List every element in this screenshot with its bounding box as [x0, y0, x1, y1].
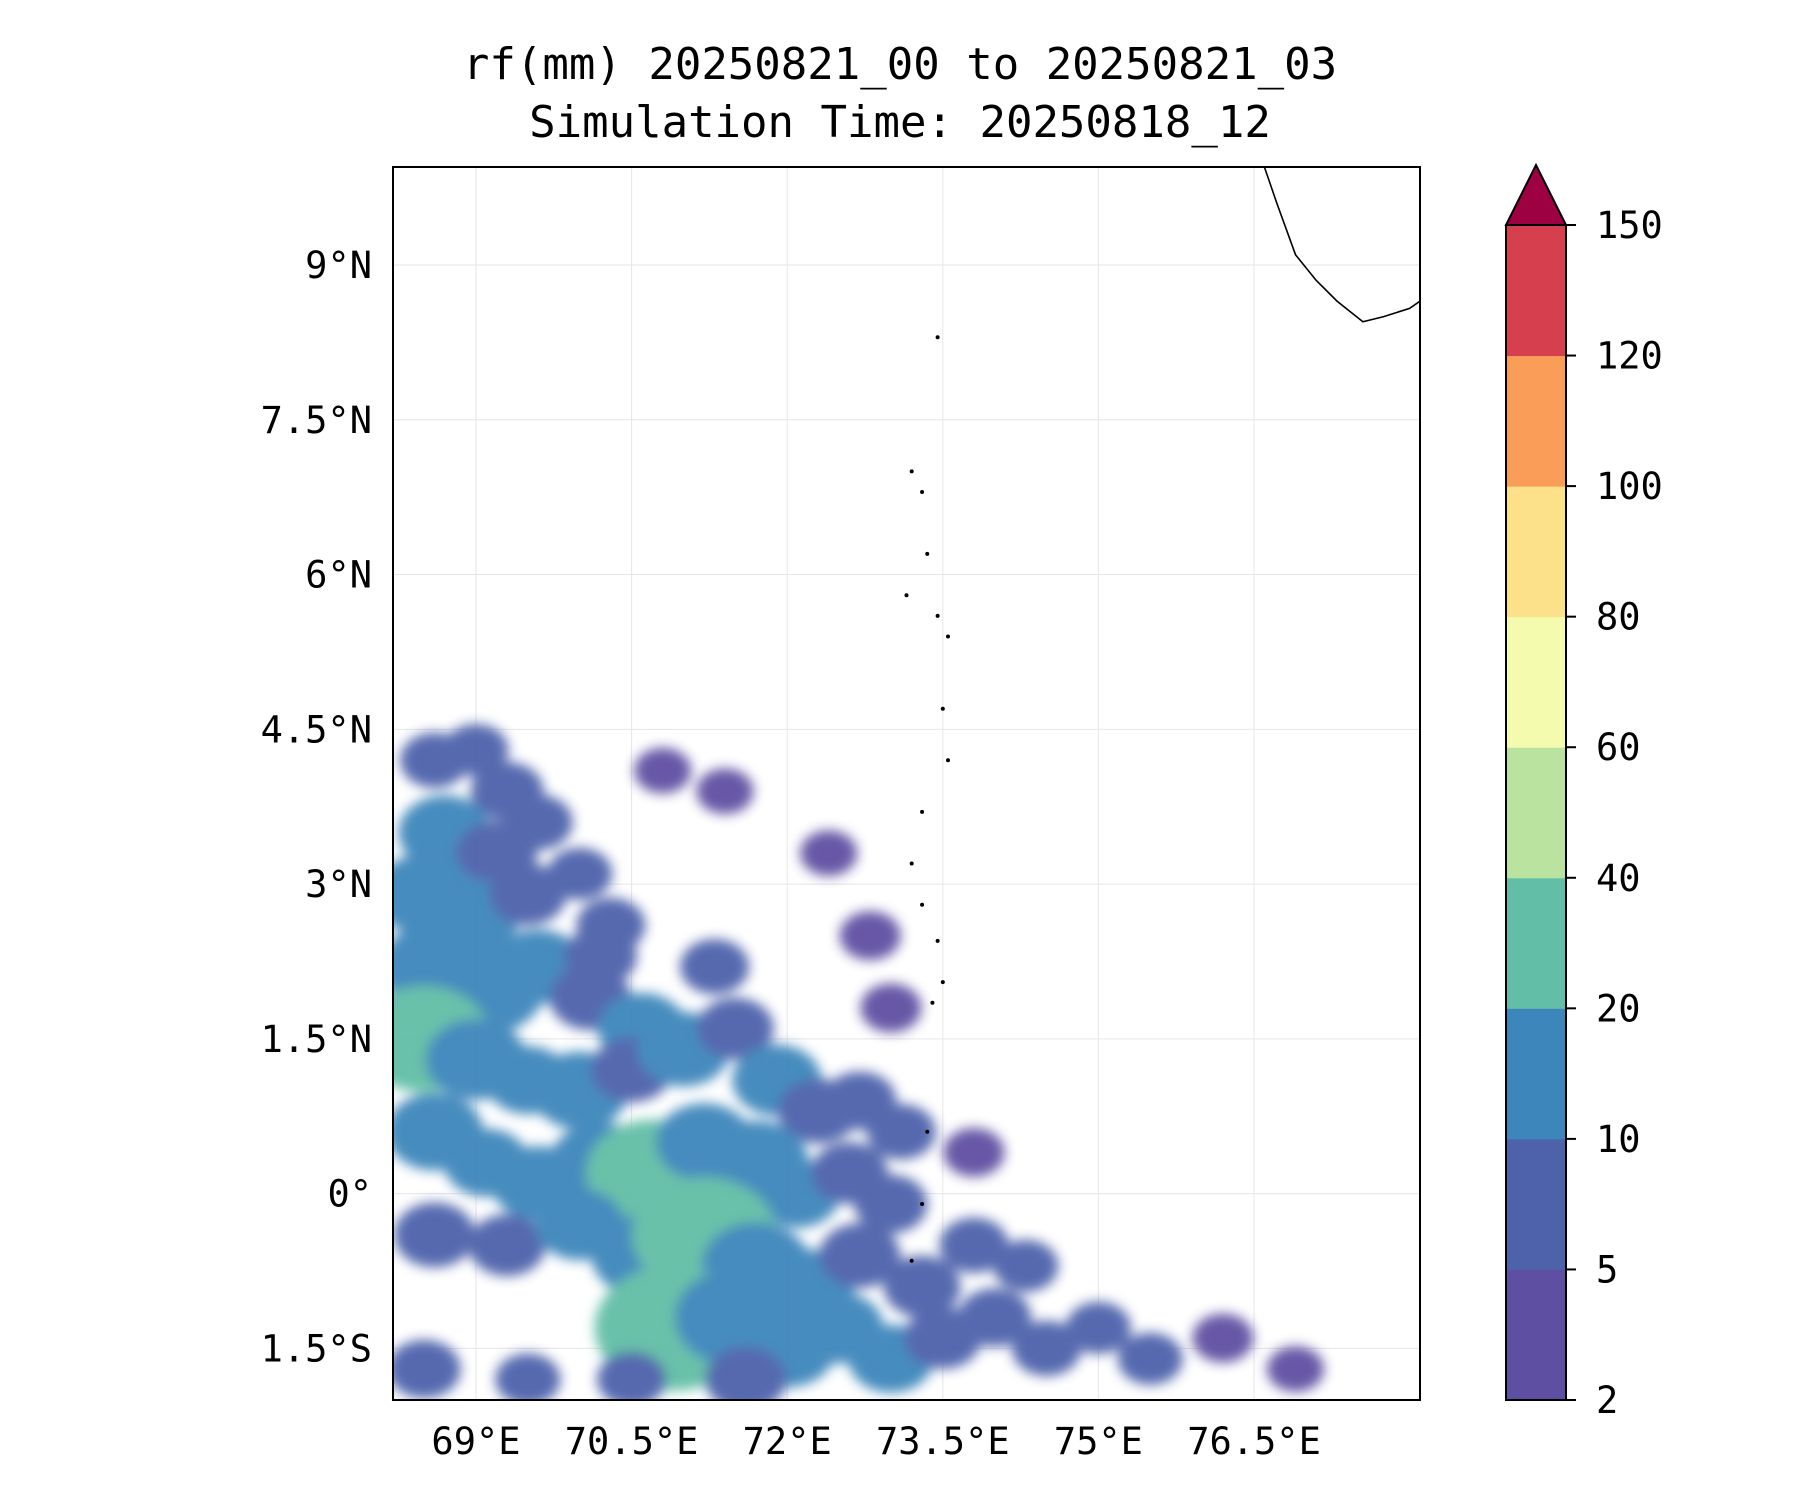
x-tick-label: 75°E — [1054, 1420, 1143, 1463]
x-tick-label: 69°E — [431, 1420, 520, 1463]
island-dot — [930, 1000, 935, 1005]
rain-cell — [705, 1346, 787, 1400]
rain-cell — [495, 1353, 561, 1400]
rain-cell — [1065, 1301, 1131, 1354]
rain-cell — [443, 723, 509, 776]
y-tick-label: 0° — [327, 1173, 372, 1216]
map-frame — [392, 166, 1421, 1401]
y-tick-label: 3°N — [305, 863, 372, 906]
coastline — [904, 167, 1420, 1263]
rain-cell — [503, 794, 573, 850]
latitude-axis: 9°N 7.5°N 6°N 4.5°N 3°N 1.5°N 0° 1.5°S — [261, 244, 372, 1370]
rain-cell — [1117, 1332, 1183, 1385]
x-tick-label: 73.5°E — [876, 1420, 1010, 1463]
colorbar-segment — [1506, 1008, 1566, 1140]
island-dot — [909, 1258, 914, 1263]
colorbar-tick-label: 150 — [1596, 204, 1663, 247]
rain-cell — [939, 1217, 1009, 1273]
colorbar-segment — [1506, 355, 1566, 487]
rain-cell — [489, 863, 567, 926]
rain-cell — [696, 997, 774, 1060]
island-dot — [904, 593, 909, 598]
rain-cell — [393, 1202, 475, 1268]
island-dot — [940, 980, 945, 985]
rain-cell — [860, 983, 922, 1033]
y-tick-label: 6°N — [305, 554, 372, 597]
island-dot — [945, 758, 950, 763]
rain-cell — [883, 1255, 961, 1318]
colorbar-segment — [1506, 877, 1566, 1009]
rain-cell — [1012, 1320, 1082, 1377]
colorbar-tick-label: 80 — [1596, 596, 1641, 639]
rainfall-field — [393, 723, 1325, 1400]
island-dot — [920, 1201, 925, 1206]
y-tick-label: 1.5°S — [261, 1327, 372, 1370]
colorbar-tick-label: 120 — [1596, 335, 1663, 378]
longitude-axis: 69°E 70.5°E 72°E 73.5°E 75°E 76.5°E — [431, 1420, 1320, 1463]
rain-cell — [839, 911, 901, 961]
island-dot — [909, 469, 914, 474]
island-dot — [920, 902, 925, 907]
colorbar-tick-label: 2 — [1596, 1379, 1618, 1422]
rain-cell — [680, 939, 750, 995]
rain-cell — [993, 1239, 1059, 1292]
rain-cell — [468, 1214, 546, 1277]
colorbar-tick-label: 100 — [1596, 465, 1663, 508]
island-dot — [920, 809, 925, 814]
coastline-india — [1263, 167, 1420, 323]
rain-cell — [866, 1104, 936, 1160]
colorbar-segment — [1506, 747, 1566, 879]
colorbar-tick-label: 40 — [1596, 857, 1641, 900]
rain-cell — [597, 1351, 667, 1400]
colorbar-frame — [1505, 224, 1567, 1401]
island-dot — [935, 613, 940, 618]
colorbar-segment — [1506, 1269, 1566, 1401]
x-tick-label: 72°E — [743, 1420, 832, 1463]
y-tick-label: 7.5°N — [261, 399, 372, 442]
island-dot — [935, 335, 940, 340]
colorbar-tick-label: 60 — [1596, 726, 1641, 769]
island-dot — [920, 490, 925, 495]
rain-cell — [854, 1174, 928, 1234]
colorbar-segment — [1506, 616, 1566, 748]
map-subtitle: Simulation Time: 20250818_12 — [529, 97, 1271, 148]
colorbar-segment — [1506, 1138, 1566, 1270]
rain-cell — [1192, 1313, 1254, 1363]
colorbar-segment — [1506, 225, 1566, 357]
rain-cell — [819, 1223, 901, 1288]
colorbar-tick-label: 5 — [1596, 1248, 1618, 1291]
colorbar-extend-arrow — [1504, 162, 1568, 226]
rain-cell — [563, 927, 637, 986]
rain-cell — [800, 830, 858, 876]
rain-cell — [943, 1127, 1005, 1177]
y-tick-label: 1.5°N — [261, 1018, 372, 1061]
rain-cell — [547, 847, 613, 900]
island-dot — [940, 706, 945, 711]
rain-cell — [958, 1288, 1032, 1347]
colorbar: 2 5 10 20 40 60 80 100 120 150 — [1504, 162, 1663, 1422]
island-dot — [925, 551, 930, 556]
rain-cell — [393, 1339, 461, 1399]
map-title: rf(mm) 20250821_00 to 20250821_03 — [462, 39, 1338, 90]
y-tick-label: 4.5°N — [261, 708, 372, 751]
x-tick-label: 70.5°E — [565, 1420, 699, 1463]
rain-cell — [696, 768, 754, 815]
rain-cell — [634, 747, 692, 794]
rain-cell — [1267, 1346, 1325, 1392]
island-dot — [935, 938, 940, 943]
island-dot — [925, 1129, 930, 1134]
y-tick-label: 9°N — [305, 244, 372, 287]
colorbar-tick-label: 20 — [1596, 987, 1641, 1030]
island-dot — [945, 634, 950, 639]
x-tick-label: 76.5°E — [1187, 1420, 1321, 1463]
island-dot — [909, 861, 914, 866]
colorbar-segment — [1506, 486, 1566, 618]
colorbar-tick-label: 10 — [1596, 1118, 1641, 1161]
